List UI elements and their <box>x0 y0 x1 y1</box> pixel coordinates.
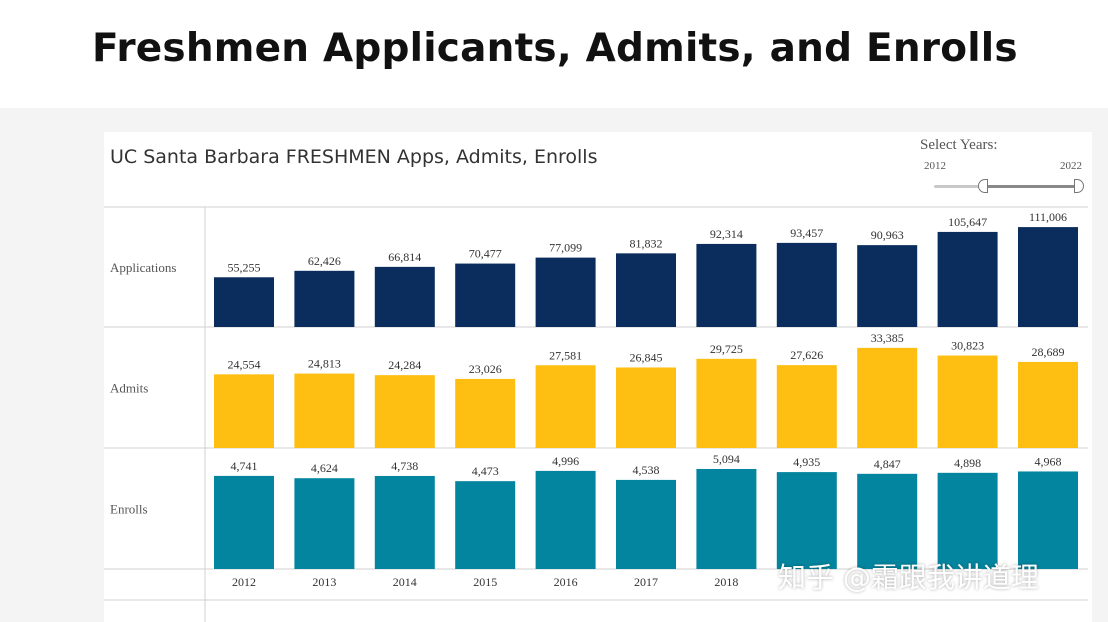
data-label-enrolls-2021: 4,898 <box>954 456 981 470</box>
data-label-applications-2018: 92,314 <box>710 227 743 241</box>
data-label-applications-2014: 66,814 <box>388 250 421 264</box>
slide-title: Freshmen Applicants, Admits, and Enrolls <box>92 26 1018 71</box>
data-label-admits-2021: 30,823 <box>951 339 984 353</box>
x-tick-label-2013: 2013 <box>312 575 336 589</box>
data-label-admits-2016: 27,581 <box>549 348 582 362</box>
x-tick-label-2018: 2018 <box>714 575 738 589</box>
data-label-enrolls-2013: 4,624 <box>311 461 338 475</box>
select-years-label: Select Years: <box>920 137 998 153</box>
data-label-enrolls-2012: 4,741 <box>231 459 258 473</box>
bar-enrolls-2021 <box>937 472 998 569</box>
data-label-enrolls-2016: 4,996 <box>552 454 579 468</box>
bar-admits-2019 <box>776 365 837 448</box>
bar-applications-2018 <box>696 243 757 327</box>
bar-enrolls-2015 <box>455 481 516 569</box>
data-label-applications-2015: 70,477 <box>469 247 502 261</box>
data-label-admits-2015: 23,026 <box>469 362 502 376</box>
bar-applications-2022 <box>1018 227 1078 327</box>
bar-admits-2021 <box>937 355 998 448</box>
row-label-enrolls: Enrolls <box>110 502 148 517</box>
bar-admits-2014 <box>374 375 435 448</box>
bar-admits-2022 <box>1018 361 1078 448</box>
data-label-admits-2022: 28,689 <box>1032 345 1065 359</box>
data-label-enrolls-2017: 4,538 <box>633 463 660 477</box>
data-label-applications-2022: 111,006 <box>1029 210 1067 224</box>
data-label-admits-2017: 26,845 <box>630 350 663 364</box>
data-label-applications-2017: 81,832 <box>630 236 663 250</box>
bar-enrolls-2018 <box>696 468 757 569</box>
bar-enrolls-2013 <box>294 478 355 569</box>
data-label-enrolls-2015: 4,473 <box>472 464 499 478</box>
bar-enrolls-2020 <box>857 473 918 569</box>
row-label-applications: Applications <box>110 260 176 275</box>
chart-title: UC Santa Barbara FRESHMEN Apps, Admits, … <box>110 146 598 168</box>
bar-enrolls-2019 <box>776 472 837 569</box>
data-label-enrolls-2022: 4,968 <box>1035 454 1062 468</box>
data-label-enrolls-2020: 4,847 <box>874 457 901 471</box>
bar-applications-2019 <box>776 242 837 327</box>
data-label-admits-2012: 24,554 <box>228 357 261 371</box>
data-label-admits-2013: 24,813 <box>308 357 341 371</box>
bar-admits-2015 <box>455 378 516 448</box>
bar-admits-2017 <box>616 367 676 448</box>
year-slider-range <box>983 185 1080 188</box>
x-tick-label-2016: 2016 <box>554 575 578 589</box>
data-label-admits-2014: 24,284 <box>388 358 421 372</box>
bar-admits-2018 <box>696 358 757 448</box>
data-label-applications-2020: 90,963 <box>871 228 904 242</box>
bar-applications-2013 <box>294 270 355 327</box>
x-tick-label-2012: 2012 <box>232 575 256 589</box>
bar-applications-2016 <box>535 257 596 327</box>
bar-enrolls-2017 <box>616 479 676 569</box>
data-label-applications-2012: 55,255 <box>228 260 261 274</box>
data-label-admits-2018: 29,725 <box>710 342 743 356</box>
row-label-admits: Admits <box>110 381 148 396</box>
year-slider-end-handle[interactable] <box>1074 179 1084 193</box>
bar-enrolls-2014 <box>374 475 435 569</box>
bar-admits-2020 <box>857 347 918 448</box>
year-slider-start-handle[interactable] <box>978 179 988 193</box>
data-label-admits-2019: 27,626 <box>790 348 823 362</box>
select-years-min-label: 2012 <box>924 160 946 172</box>
watermark: 知乎 @霜跟我讲道理 <box>778 561 1039 594</box>
data-label-enrolls-2018: 5,094 <box>713 452 740 466</box>
data-label-applications-2019: 93,457 <box>790 226 823 240</box>
x-tick-label-2014: 2014 <box>393 575 417 589</box>
bar-admits-2016 <box>535 365 596 448</box>
data-label-enrolls-2019: 4,935 <box>793 455 820 469</box>
bar-applications-2014 <box>374 266 435 327</box>
data-label-applications-2021: 105,647 <box>948 215 987 229</box>
bar-admits-2013 <box>294 373 355 448</box>
bar-applications-2012 <box>214 277 274 327</box>
select-years-max-label: 2022 <box>1060 160 1082 172</box>
bar-applications-2020 <box>857 245 918 327</box>
bar-enrolls-2016 <box>535 470 596 569</box>
bar-applications-2017 <box>616 253 676 327</box>
bar-applications-2021 <box>937 231 998 327</box>
x-tick-label-2017: 2017 <box>634 575 658 589</box>
bar-enrolls-2022 <box>1018 471 1078 569</box>
data-label-applications-2013: 62,426 <box>308 254 341 268</box>
data-label-applications-2016: 77,099 <box>549 241 582 255</box>
bar-admits-2012 <box>214 374 274 448</box>
data-label-admits-2020: 33,385 <box>871 331 904 345</box>
x-tick-label-2015: 2015 <box>473 575 497 589</box>
bar-enrolls-2012 <box>214 475 274 569</box>
bar-applications-2015 <box>455 263 516 327</box>
data-label-enrolls-2014: 4,738 <box>391 459 418 473</box>
